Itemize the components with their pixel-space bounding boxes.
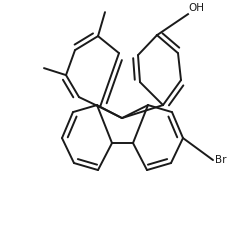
Text: OH: OH [188, 3, 204, 13]
Text: Br: Br [215, 155, 227, 165]
